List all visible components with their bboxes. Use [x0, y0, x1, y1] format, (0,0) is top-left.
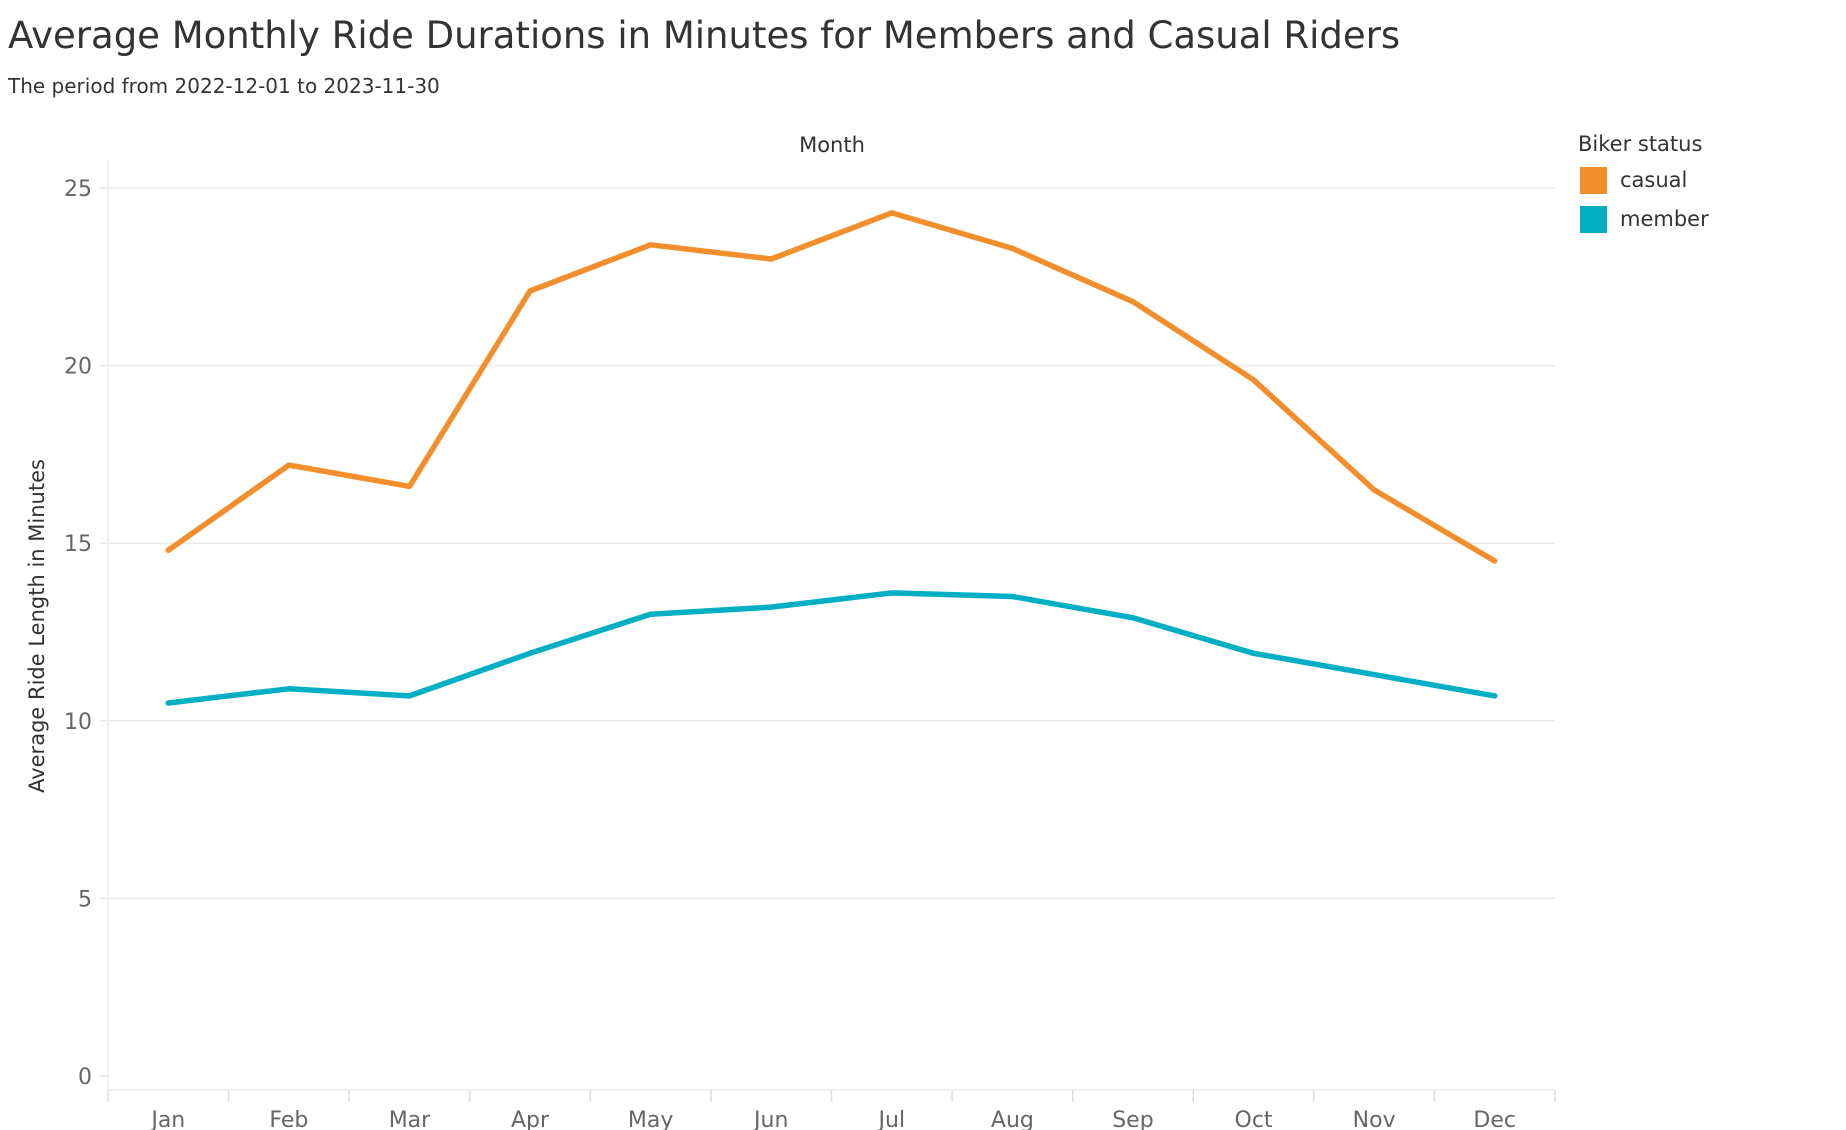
- data-point-member-mar[interactable]: [406, 693, 412, 699]
- data-point-casual-may[interactable]: [648, 242, 654, 248]
- series-line-member[interactable]: [165, 590, 1498, 706]
- x-tick-label-oct: Oct: [1235, 1108, 1273, 1130]
- gridlines: [108, 187, 1555, 900]
- data-point-member-feb[interactable]: [286, 686, 292, 692]
- data-point-casual-dec[interactable]: [1492, 558, 1498, 564]
- x-tick-label-mar: Mar: [389, 1108, 431, 1130]
- legend-label-casual: casual: [1620, 168, 1688, 192]
- y-tick-label-0: 0: [78, 1065, 92, 1090]
- series-lines: [165, 210, 1498, 706]
- x-axis-title: Month: [799, 133, 865, 157]
- data-point-casual-oct[interactable]: [1251, 377, 1257, 383]
- chart-title: Average Monthly Ride Durations in Minute…: [8, 14, 1401, 57]
- data-point-casual-aug[interactable]: [1009, 245, 1015, 251]
- data-point-casual-apr[interactable]: [527, 288, 533, 294]
- legend-item-casual[interactable]: casual: [1578, 165, 1709, 195]
- legend-swatch-member: [1580, 205, 1607, 233]
- x-tick-label-dec: Dec: [1473, 1108, 1516, 1130]
- series-line-casual[interactable]: [165, 210, 1498, 564]
- x-tick-label-may: May: [628, 1108, 673, 1130]
- data-point-member-apr[interactable]: [527, 650, 533, 656]
- data-point-casual-jan[interactable]: [165, 547, 171, 553]
- data-point-member-jun[interactable]: [768, 604, 774, 610]
- data-point-member-nov[interactable]: [1371, 672, 1377, 678]
- data-point-casual-sep[interactable]: [1130, 299, 1136, 305]
- x-tick-label-nov: Nov: [1353, 1108, 1396, 1130]
- data-point-casual-jul[interactable]: [889, 210, 895, 216]
- data-point-member-oct[interactable]: [1251, 650, 1257, 656]
- y-tick-label-10: 10: [64, 710, 92, 735]
- data-point-casual-nov[interactable]: [1371, 487, 1377, 493]
- legend-swatch-casual: [1580, 166, 1607, 194]
- legend-label-member: member: [1620, 207, 1709, 231]
- data-point-member-may[interactable]: [648, 611, 654, 617]
- y-tick-label-20: 20: [64, 355, 92, 380]
- data-point-casual-jun[interactable]: [768, 256, 774, 262]
- data-point-member-jul[interactable]: [889, 590, 895, 596]
- legend: Biker status casual member: [1578, 132, 1709, 234]
- y-axis-title: Average Ride Length in Minutes: [25, 459, 49, 793]
- x-tick-label-jan: Jan: [149, 1108, 185, 1130]
- x-tick-label-feb: Feb: [269, 1108, 308, 1130]
- x-tick-label-sep: Sep: [1112, 1108, 1153, 1130]
- data-point-casual-mar[interactable]: [406, 483, 412, 489]
- data-point-member-sep[interactable]: [1130, 615, 1136, 621]
- x-tick-label-jun: Jun: [752, 1108, 788, 1130]
- y-tick-label-5: 5: [78, 887, 92, 912]
- legend-item-member[interactable]: member: [1578, 204, 1709, 234]
- data-point-member-jan[interactable]: [165, 700, 171, 706]
- x-tick-label-aug: Aug: [991, 1108, 1034, 1130]
- data-point-casual-feb[interactable]: [286, 462, 292, 468]
- chart-subtitle: The period from 2022-12-01 to 2023-11-30: [8, 74, 440, 98]
- x-tick-label-jul: Jul: [877, 1108, 906, 1130]
- axes: 0 5 10 15 20 25 Jan Feb Mar Apr May Jun Jul Aug Sep Oct…: [64, 160, 1556, 1130]
- data-point-member-dec[interactable]: [1492, 693, 1498, 699]
- y-tick-label-25: 25: [64, 177, 92, 202]
- data-point-member-aug[interactable]: [1009, 593, 1015, 599]
- legend-title: Biker status: [1578, 132, 1703, 156]
- y-tick-label-15: 15: [64, 532, 92, 557]
- x-tick-label-apr: Apr: [511, 1108, 550, 1130]
